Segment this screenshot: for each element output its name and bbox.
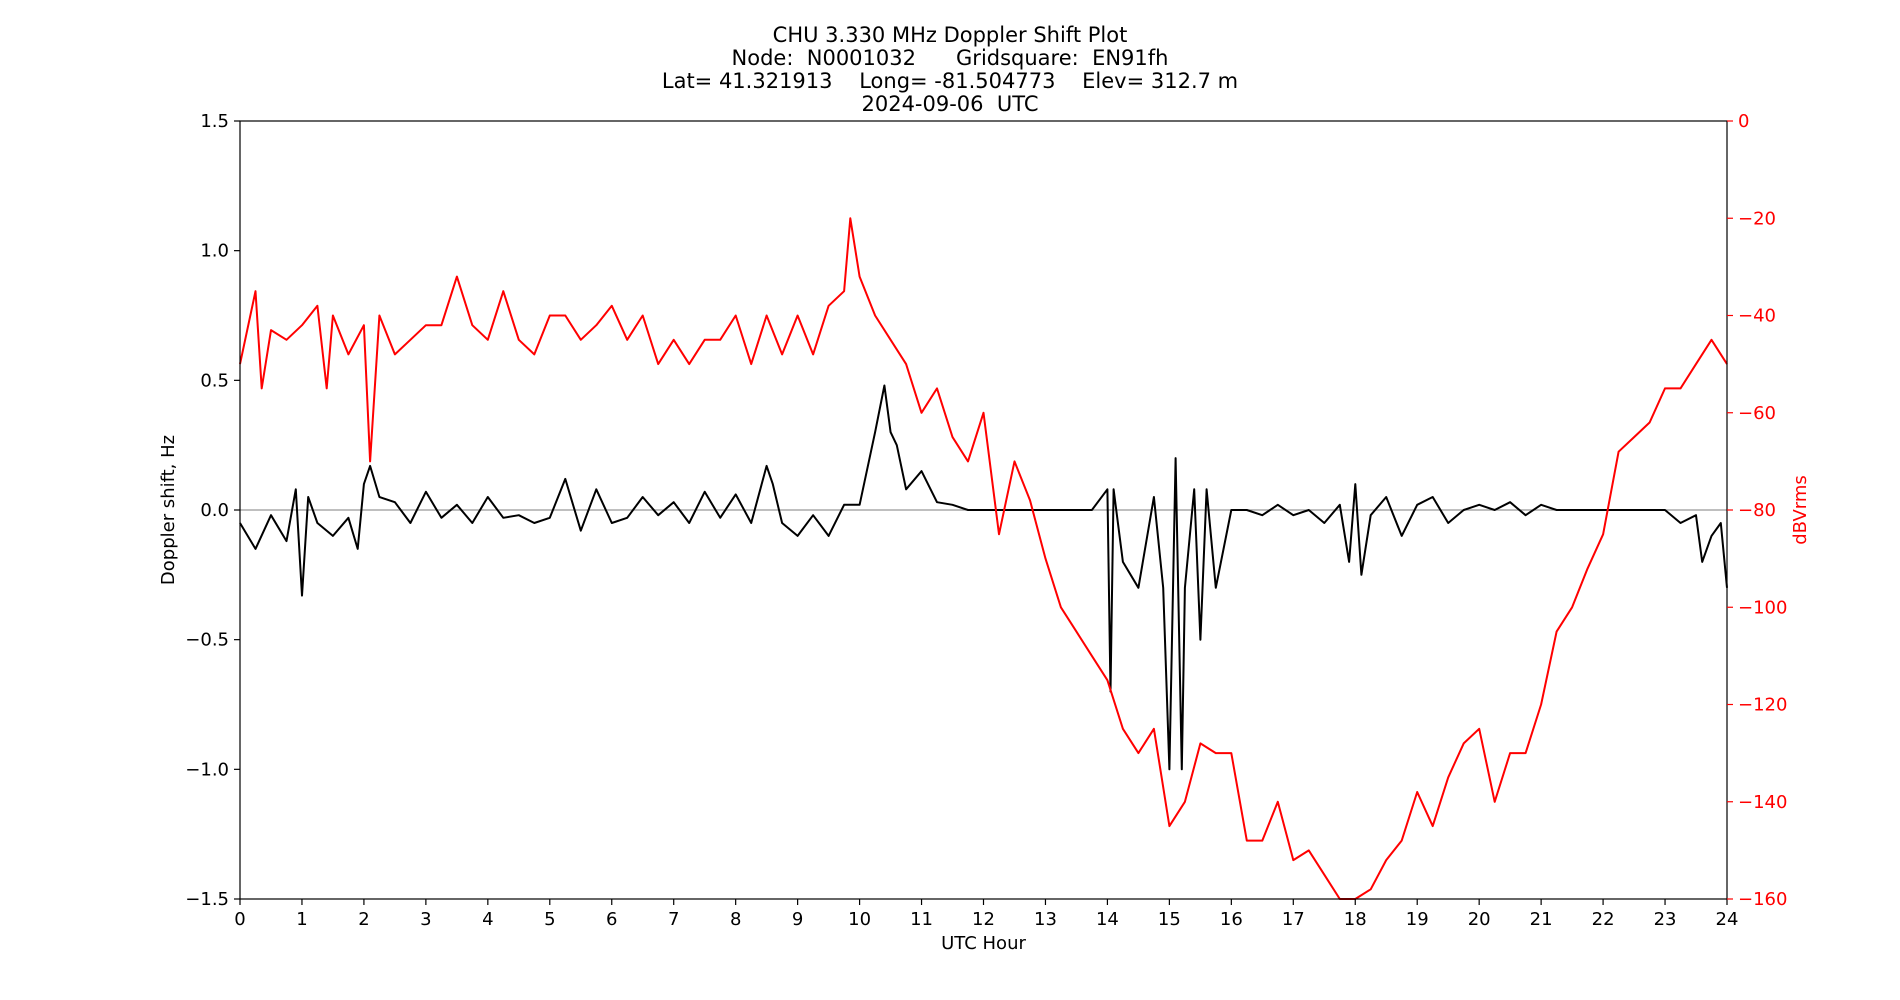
y-right-tick-label: 0 bbox=[1738, 111, 1749, 132]
y-left-tick-label: 1.5 bbox=[200, 111, 229, 132]
y-left-tick-label: 1.0 bbox=[200, 241, 229, 262]
y-axis-right-label: dBVrms bbox=[1790, 475, 1811, 545]
y-right-tick-label: −80 bbox=[1738, 500, 1776, 521]
doppler-shift-line bbox=[239, 384, 1728, 771]
x-tick-label: 22 bbox=[1592, 909, 1615, 930]
y-left-tick-label: 0.5 bbox=[200, 370, 229, 391]
x-tick-label: 17 bbox=[1282, 909, 1305, 930]
y-axis-left: −1.5 −1.0 −0.5 0.0 0.5 1.0 1.5 bbox=[185, 111, 240, 910]
x-tick-label: 23 bbox=[1654, 909, 1677, 930]
x-tick-label: 5 bbox=[544, 909, 555, 930]
x-tick-label: 18 bbox=[1344, 909, 1367, 930]
chart-title-line-1: CHU 3.330 MHz Doppler Shift Plot bbox=[772, 23, 1128, 47]
x-tick-label: 20 bbox=[1468, 909, 1491, 930]
x-tick-label: 14 bbox=[1096, 909, 1119, 930]
x-tick-label: 10 bbox=[848, 909, 871, 930]
x-tick-label: 24 bbox=[1716, 909, 1739, 930]
y-right-tick-label: −160 bbox=[1738, 889, 1787, 910]
x-tick-label: 8 bbox=[730, 909, 741, 930]
y-right-tick-label: −40 bbox=[1738, 306, 1776, 327]
x-tick-label: 21 bbox=[1530, 909, 1553, 930]
x-tick-label: 16 bbox=[1220, 909, 1243, 930]
y-left-tick-label: −0.5 bbox=[185, 630, 229, 651]
chart-title-line-3: Lat= 41.321913 Long= -81.504773 Elev= 31… bbox=[661, 69, 1239, 93]
y-right-tick-label: −120 bbox=[1738, 695, 1787, 716]
series-layer bbox=[239, 217, 1728, 900]
y-axis-right: −160 −140 −120 −100 −80 −60 −40 −20 0 bbox=[1727, 111, 1787, 910]
y-right-tick-label: −20 bbox=[1738, 208, 1776, 229]
x-axis-label: UTC Hour bbox=[941, 933, 1026, 954]
chart-title-line-2: Node: N0001032 Gridsquare: EN91fh bbox=[731, 46, 1169, 70]
x-tick-label: 15 bbox=[1158, 909, 1181, 930]
y-right-tick-label: −100 bbox=[1738, 597, 1787, 618]
y-left-tick-label: −1.0 bbox=[185, 759, 229, 780]
x-tick-label: 13 bbox=[1034, 909, 1057, 930]
y-right-tick-label: −60 bbox=[1738, 403, 1776, 424]
y-left-tick-label: 0.0 bbox=[200, 500, 229, 521]
x-tick-label: 7 bbox=[668, 909, 679, 930]
x-tick-label: 19 bbox=[1406, 909, 1429, 930]
x-tick-label: 2 bbox=[358, 909, 369, 930]
y-right-tick-label: −140 bbox=[1738, 792, 1787, 813]
power-dbvrms-line bbox=[239, 217, 1728, 900]
x-tick-label: 0 bbox=[234, 909, 245, 930]
y-axis-left-label: Doppler shift, Hz bbox=[158, 435, 179, 585]
x-tick-label: 3 bbox=[420, 909, 431, 930]
y-left-tick-label: −1.5 bbox=[185, 889, 229, 910]
x-tick-label: 4 bbox=[482, 909, 493, 930]
x-tick-label: 12 bbox=[972, 909, 995, 930]
x-tick-label: 11 bbox=[910, 909, 933, 930]
x-axis: 0 1 2 3 4 5 6 7 8 9 10 11 12 13 14 15 16 17 18 19 20 21 22 23 24 bbox=[234, 899, 1738, 930]
x-tick-label: 6 bbox=[606, 909, 617, 930]
chart-title-line-4: 2024-09-06 UTC bbox=[861, 92, 1039, 116]
x-tick-label: 9 bbox=[792, 909, 803, 930]
x-tick-label: 1 bbox=[296, 909, 307, 930]
